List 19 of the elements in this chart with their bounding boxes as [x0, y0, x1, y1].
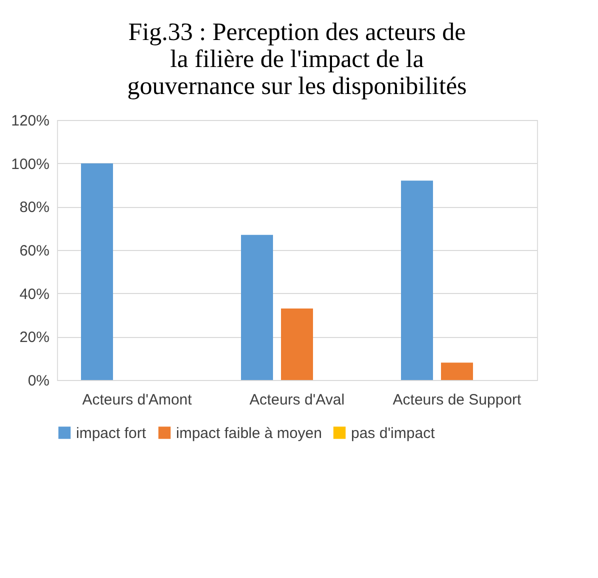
- legend-label: pas d'impact: [351, 424, 436, 442]
- bar: [441, 362, 473, 380]
- bar: [81, 163, 113, 380]
- x-tick-label: Acteurs de Support: [392, 392, 522, 408]
- x-tick-label: Acteurs d'Amont: [82, 392, 193, 408]
- bar: [241, 234, 273, 380]
- y-tick-label: 120%: [11, 112, 50, 130]
- chart-title: Fig.33 : Perception des acteurs de la filière de l'impact de la gouvernance sur les disponibilités: [127, 19, 467, 100]
- y-tick-label: 40%: [19, 286, 50, 303]
- y-tick-label: 60%: [19, 242, 50, 260]
- y-tick-label: 0%: [28, 372, 50, 390]
- bar: [281, 308, 313, 380]
- legend-label: impact fort: [76, 424, 147, 442]
- y-tick-label: 20%: [19, 329, 50, 346]
- y-tick-label: 100%: [11, 156, 50, 173]
- bar: [401, 180, 433, 380]
- y-tick-label: 80%: [19, 199, 50, 216]
- x-tick-label: Acteurs d'Aval: [249, 392, 345, 408]
- legend-label: impact faible à moyen: [176, 424, 322, 442]
